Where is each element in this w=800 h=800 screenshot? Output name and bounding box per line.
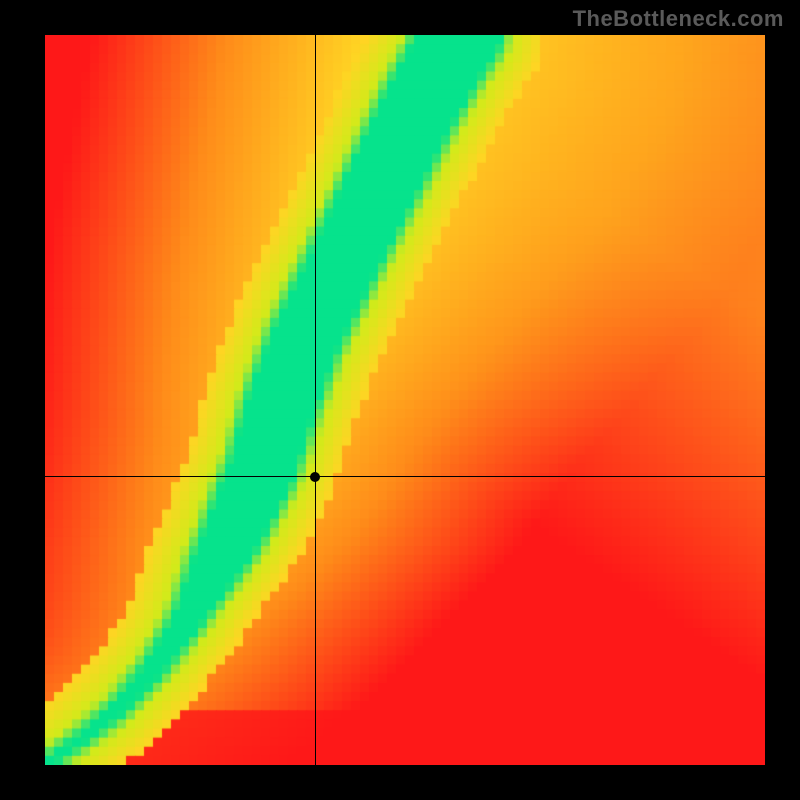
- chart-container: TheBottleneck.com: [0, 0, 800, 800]
- watermark-text: TheBottleneck.com: [573, 6, 784, 32]
- crosshair-horizontal: [45, 476, 765, 477]
- bottleneck-heatmap: [45, 35, 765, 765]
- crosshair-vertical: [315, 35, 316, 765]
- crosshair-marker: [310, 472, 320, 482]
